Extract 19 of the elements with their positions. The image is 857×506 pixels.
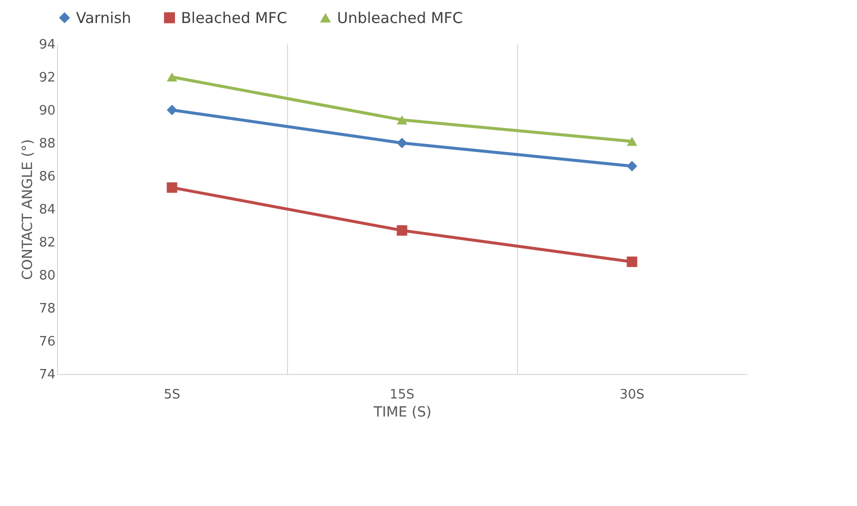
y-tick-label: 90 xyxy=(38,104,56,118)
y-tick-label: 92 xyxy=(38,70,56,86)
x-axis-title: TIME (S) xyxy=(372,404,432,420)
y-tick-label: 82 xyxy=(38,236,56,250)
y-tick-label: 84 xyxy=(38,202,56,218)
y-tick-label: 88 xyxy=(38,136,56,152)
legend-label: Varnish xyxy=(76,8,132,27)
x-tick-label: 5S xyxy=(164,388,180,402)
y-tick-label: 86 xyxy=(38,170,56,184)
x-tick-label: 15S xyxy=(390,388,414,402)
y-tick-label: 80 xyxy=(38,268,56,284)
y-axis-title: CONTACT ANGLE (°) xyxy=(20,139,36,280)
y-tick-label: 94 xyxy=(38,38,56,52)
legend-label: Bleached MFC xyxy=(181,8,288,27)
y-tick-label: 78 xyxy=(38,302,56,316)
y-tick-label: 74 xyxy=(38,368,56,382)
y-tick-label: 76 xyxy=(38,334,56,350)
x-tick-label: 30S xyxy=(620,388,644,402)
legend-label: Unbleached MFC xyxy=(337,8,463,27)
